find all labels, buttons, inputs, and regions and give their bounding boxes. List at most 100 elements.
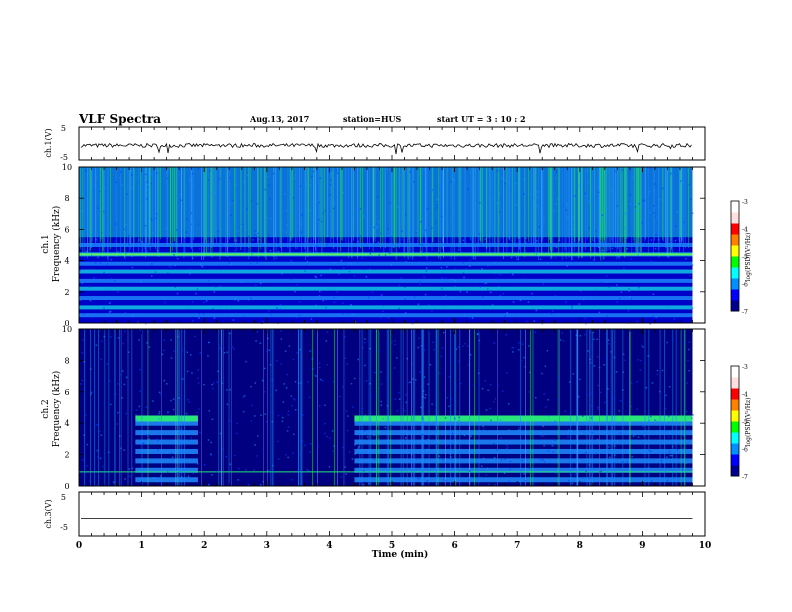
noise-speckle [242, 396, 245, 398]
noise-speckle [256, 455, 258, 457]
noise-speckle [450, 398, 452, 400]
noise-speckle [497, 272, 500, 274]
noise-speckle [547, 398, 549, 401]
noise-speckle [608, 343, 610, 345]
noise-speckle [269, 249, 272, 252]
noise-speckle [442, 479, 445, 481]
noise-speckle [317, 260, 319, 263]
noise-speckle [444, 362, 447, 364]
noise-speckle [373, 458, 375, 460]
noise-speckle [567, 432, 569, 435]
colorbar-segment [731, 245, 739, 257]
noise-speckle [341, 175, 344, 177]
colorbar-segment [731, 289, 739, 301]
noise-speckle [431, 309, 433, 312]
noise-speckle [260, 414, 262, 416]
noise-speckle [498, 211, 501, 213]
noise-speckle [493, 342, 495, 344]
noise-speckle [409, 381, 411, 384]
noise-speckle [285, 231, 287, 233]
noise-speckle [147, 434, 150, 436]
noise-speckle [539, 432, 542, 435]
noise-speckle [203, 464, 206, 466]
noise-speckle [619, 399, 622, 402]
noise-speckle [597, 384, 599, 387]
noise-speckle [658, 390, 661, 393]
noise-speckle [564, 410, 567, 413]
noise-speckle [291, 479, 293, 481]
noise-speckle [314, 275, 317, 278]
frequency-band [135, 458, 198, 464]
noise-speckle [167, 412, 169, 414]
noise-speckle [256, 270, 259, 272]
noise-speckle [294, 290, 296, 293]
noise-speckle [668, 171, 670, 173]
noise-speckle [468, 470, 471, 472]
frequency-band [135, 467, 198, 473]
noise-speckle [496, 202, 498, 205]
noise-speckle [478, 372, 480, 375]
noise-speckle [448, 376, 450, 378]
noise-speckle [650, 480, 653, 482]
noise-speckle [146, 197, 148, 200]
noise-speckle [318, 218, 320, 221]
noise-speckle [512, 273, 514, 276]
noise-speckle [171, 456, 174, 459]
noise-speckle [229, 176, 231, 179]
noise-speckle [175, 167, 178, 170]
noise-speckle [641, 344, 643, 347]
noise-speckle [572, 215, 575, 218]
noise-speckle [308, 396, 311, 399]
noise-speckle [79, 269, 81, 272]
noise-speckle [218, 178, 221, 181]
noise-speckle [322, 236, 325, 238]
frequency-band [354, 458, 693, 464]
noise-speckle [174, 399, 177, 402]
noise-speckle [108, 302, 111, 305]
noise-speckle [613, 445, 616, 447]
noise-speckle [545, 406, 547, 408]
colorbar-segment [731, 267, 739, 279]
noise-speckle [626, 247, 628, 250]
noise-speckle [462, 239, 465, 242]
noise-speckle [525, 241, 528, 243]
noise-speckle [110, 258, 113, 261]
noise-speckle [123, 449, 125, 451]
noise-speckle [103, 271, 105, 274]
noise-speckle [81, 210, 83, 212]
noise-speckle [605, 358, 608, 360]
noise-speckle [311, 358, 314, 360]
noise-speckle [280, 330, 282, 332]
noise-speckle [610, 189, 613, 191]
noise-speckle [497, 384, 499, 387]
colorbar-segment [731, 201, 739, 213]
noise-speckle [622, 389, 624, 391]
noise-speckle [665, 429, 667, 432]
noise-speckle [398, 307, 400, 310]
noise-speckle [615, 288, 618, 291]
colorbar-segment [731, 278, 739, 290]
noise-speckle [107, 451, 110, 454]
noise-speckle [109, 380, 111, 382]
noise-speckle [506, 372, 508, 374]
noise-speckle [435, 204, 438, 206]
noise-speckle [623, 267, 625, 270]
noise-speckle [152, 231, 154, 234]
noise-speckle [570, 307, 573, 309]
noise-speckle [234, 298, 237, 301]
noise-speckle [377, 474, 380, 476]
noise-speckle [585, 322, 587, 325]
noise-speckle [653, 212, 656, 214]
noise-speckle [294, 409, 297, 411]
noise-speckle [585, 470, 587, 473]
noise-speckle [190, 222, 192, 225]
noise-speckle [557, 455, 560, 458]
noise-speckle [151, 219, 153, 221]
noise-speckle [567, 436, 569, 438]
noise-speckle [589, 199, 592, 202]
noise-speckle [208, 279, 210, 282]
noise-speckle [647, 467, 649, 469]
noise-speckle [443, 305, 446, 307]
noise-speckle [573, 195, 576, 197]
noise-speckle [666, 479, 669, 482]
